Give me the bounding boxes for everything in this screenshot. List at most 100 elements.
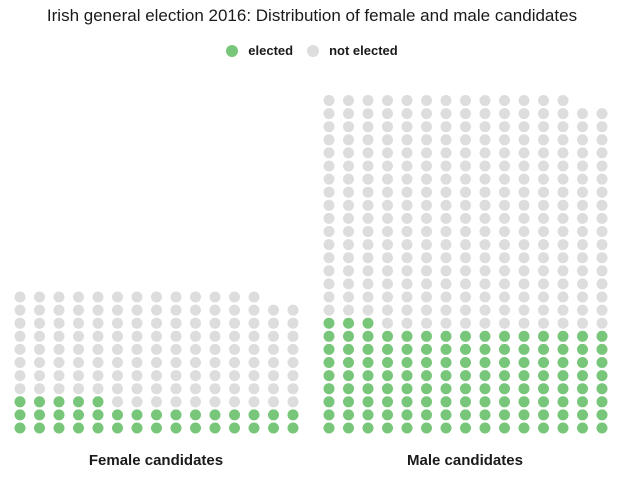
dot-not-elected [112,291,123,303]
dot-not-elected [112,396,123,408]
dot-not-elected [518,160,530,172]
dot-not-elected [499,226,510,237]
dot-not-elected [557,317,569,329]
dot-not-elected [440,317,452,329]
dot-not-elected [190,291,201,303]
dot-not-elected [229,383,240,395]
dot-elected [131,422,143,434]
dot-elected [323,357,335,368]
dot-not-elected [538,108,549,120]
dot-elected [577,396,588,408]
dot-not-elected [440,291,452,303]
dot-not-elected [401,317,413,329]
legend-label-elected: elected [248,43,294,58]
dot-elected [382,357,393,368]
dot-not-elected [268,317,279,329]
dot-not-elected [401,239,413,251]
dot-elected [538,396,549,408]
dot-not-elected [14,370,26,382]
dot-elected [499,330,510,342]
dot-elected [460,343,471,355]
dot-not-elected [73,370,84,382]
dot-elected [499,422,510,434]
dot-not-elected [499,95,510,106]
dot-not-elected [596,252,608,264]
dot-not-elected [382,226,393,237]
dot-elected [421,330,432,342]
dot-elected [479,409,491,421]
dot-elected [460,357,471,368]
dot-elected [382,330,393,342]
dot-elected [401,422,413,434]
dot-elected [460,370,471,382]
dot-not-elected [382,265,393,277]
dot-elected [343,370,354,382]
dot-not-elected [151,330,162,342]
dot-elected [421,357,432,368]
dot-not-elected [151,396,162,408]
dot-not-elected [343,95,354,106]
dot-not-elected [362,252,374,264]
dot-not-elected [596,226,608,237]
dot-not-elected [323,212,335,224]
dot-not-elected [343,199,354,211]
dot-elected [440,330,452,342]
dot-not-elected [14,317,26,329]
dot-elected [460,409,471,421]
dot-not-elected [421,304,432,316]
dot-elected [440,422,452,434]
dot-not-elected [382,304,393,316]
dot-elected [343,383,354,395]
dot-not-elected [362,95,374,106]
dot-not-elected [209,304,221,316]
dot-elected [170,409,182,421]
dot-not-elected [499,252,510,264]
dot-not-elected [229,304,240,316]
dot-not-elected [557,160,569,172]
dot-not-elected [323,160,335,172]
dot-elected [499,383,510,395]
dot-not-elected [557,186,569,198]
dot-not-elected [557,95,569,106]
dot-not-elected [323,186,335,198]
dot-elected [92,409,104,421]
dot-elected [362,317,374,329]
dot-not-elected [190,370,201,382]
dot-not-elected [421,121,432,133]
dot-not-elected [440,199,452,211]
dot-not-elected [401,291,413,303]
dot-not-elected [382,147,393,159]
dot-elected [518,396,530,408]
dot-not-elected [557,108,569,120]
dot-not-elected [362,108,374,120]
dot-elected [460,330,471,342]
dot-not-elected [287,383,299,395]
dot-elected [209,409,221,421]
dot-not-elected [190,383,201,395]
dot-not-elected [499,317,510,329]
dot-not-elected [479,317,491,329]
dot-elected [538,383,549,395]
dot-elected [92,396,104,408]
dot-not-elected [170,343,182,355]
dot-not-elected [151,357,162,368]
dot-not-elected [14,357,26,368]
dot-not-elected [440,278,452,290]
dot-not-elected [53,383,65,395]
dot-not-elected [577,121,588,133]
dot-elected [151,422,162,434]
dot-not-elected [440,95,452,106]
dot-elected [73,422,84,434]
dot-not-elected [557,134,569,146]
legend-item-not-elected: not elected [307,43,398,58]
legend-swatch-not-elected [307,44,320,57]
dot-not-elected [596,265,608,277]
dot-elected [287,422,299,434]
dot-not-elected [596,212,608,224]
dot-not-elected [401,278,413,290]
dot-not-elected [362,278,374,290]
dot-not-elected [557,252,569,264]
dot-not-elected [577,134,588,146]
dot-elected [518,330,530,342]
dot-not-elected [92,291,104,303]
